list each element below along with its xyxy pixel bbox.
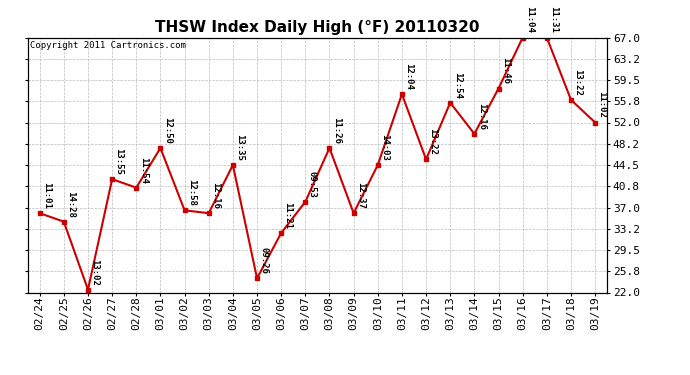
Text: 09:53: 09:53 [308, 171, 317, 198]
Text: 14:28: 14:28 [66, 190, 75, 217]
Text: 11:02: 11:02 [598, 92, 607, 118]
Text: 12:37: 12:37 [356, 182, 365, 209]
Text: 13:35: 13:35 [235, 134, 244, 161]
Text: 14:03: 14:03 [380, 134, 389, 161]
Text: 13:22: 13:22 [573, 69, 582, 96]
Text: 11:01: 11:01 [42, 182, 51, 209]
Text: 12:16: 12:16 [477, 103, 486, 130]
Text: 12:50: 12:50 [163, 117, 172, 144]
Text: 11:04: 11:04 [525, 6, 534, 33]
Text: 09:26: 09:26 [259, 247, 268, 274]
Text: 12:04: 12:04 [404, 63, 413, 90]
Text: 12:16: 12:16 [211, 182, 220, 209]
Text: 13:22: 13:22 [428, 128, 437, 155]
Text: 11:26: 11:26 [332, 117, 341, 144]
Text: 13:02: 13:02 [90, 259, 99, 285]
Text: 11:54: 11:54 [139, 157, 148, 183]
Text: 12:58: 12:58 [187, 179, 196, 206]
Text: 11:31: 11:31 [549, 6, 558, 33]
Text: 11:46: 11:46 [501, 57, 510, 84]
Text: 11:21: 11:21 [284, 202, 293, 229]
Text: 12:54: 12:54 [453, 72, 462, 99]
Text: 13:55: 13:55 [115, 148, 124, 175]
Title: THSW Index Daily High (°F) 20110320: THSW Index Daily High (°F) 20110320 [155, 20, 480, 35]
Text: Copyright 2011 Cartronics.com: Copyright 2011 Cartronics.com [30, 41, 186, 50]
